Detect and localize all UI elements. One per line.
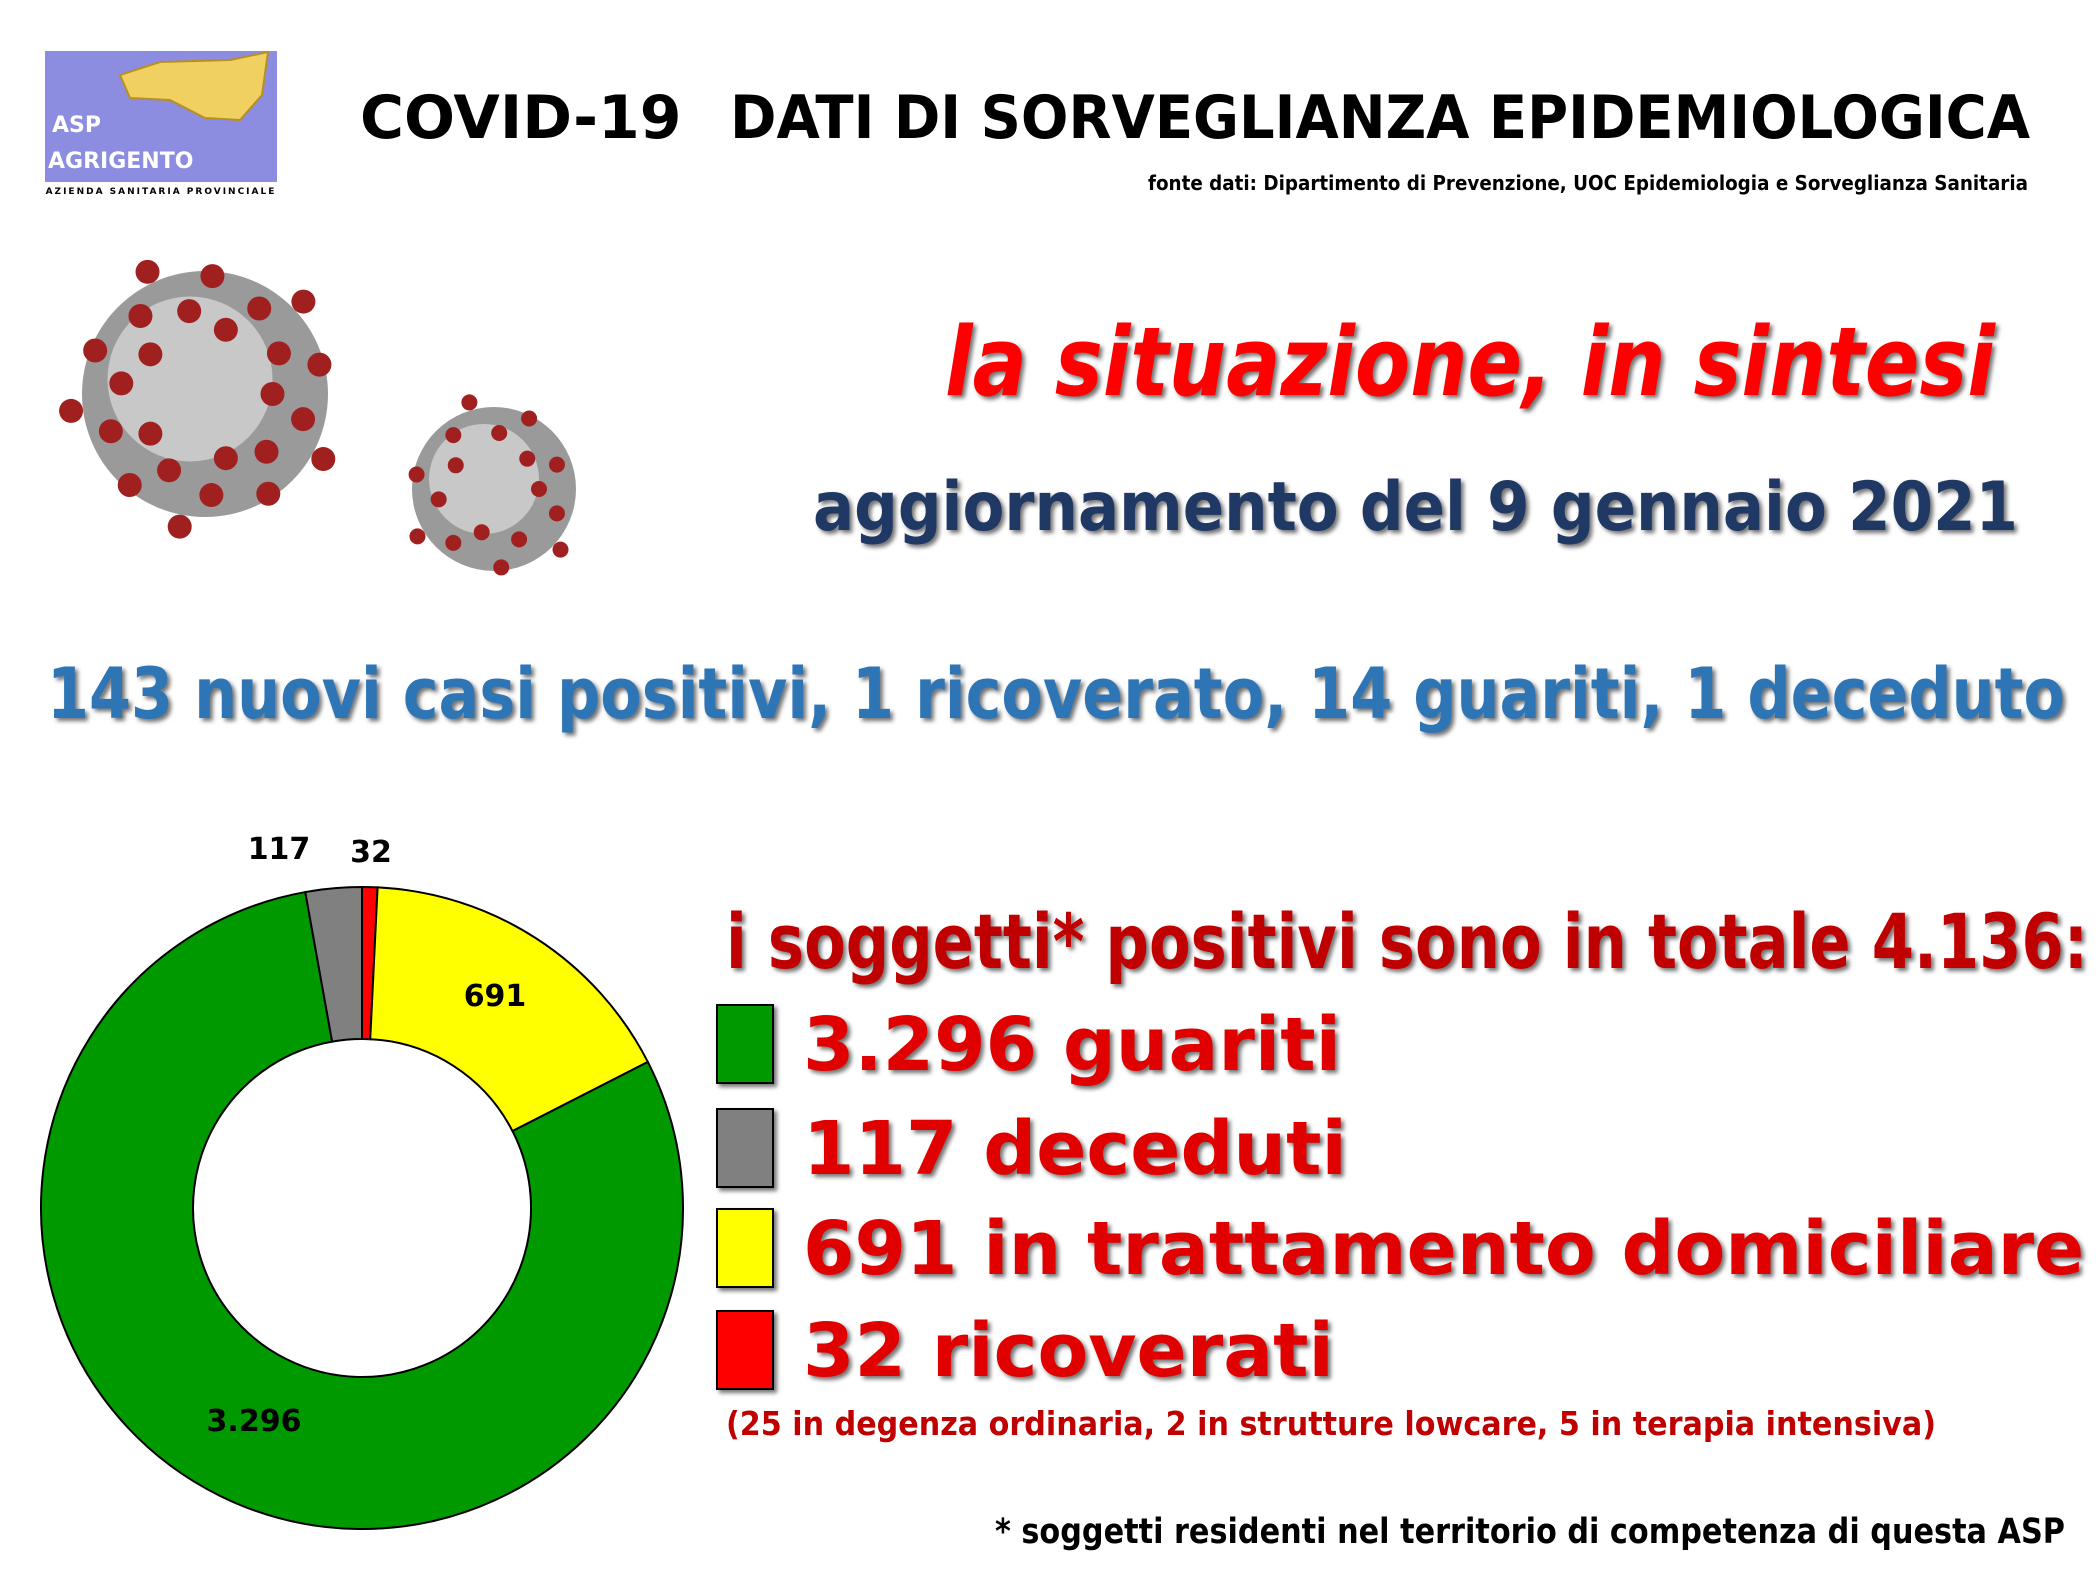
legend-swatch <box>716 1310 774 1390</box>
subtitle: la situazione, in sintesi <box>945 308 1996 418</box>
virus-spike <box>461 394 478 411</box>
virus-spike <box>291 407 316 432</box>
virus-spike <box>409 528 426 545</box>
virus-spike <box>254 439 279 464</box>
update-date: aggiornamento del 9 gennaio 2021 <box>813 468 2018 547</box>
total-text: i soggetti* positivi sono in totale 4.13… <box>726 897 2088 986</box>
virus-spike <box>117 473 142 498</box>
logo-map <box>118 50 270 122</box>
title: DATI DI SORVEGLIANZA EPIDEMIOLOGICA <box>730 83 2031 153</box>
footnote: * soggetti residenti nel territorio di c… <box>995 1512 2065 1552</box>
virus-spike <box>548 505 565 522</box>
virus-spike <box>83 338 108 363</box>
virus-spike <box>135 259 160 284</box>
legend-swatch <box>716 1004 774 1084</box>
logo-caption: AZIENDA SANITARIA PROVINCIALE <box>46 187 277 197</box>
virus-spike <box>311 447 336 472</box>
legend-label: 691 in trattamento domiciliare <box>803 1206 2084 1292</box>
virus-spike <box>445 534 462 551</box>
virus-spike <box>266 341 291 366</box>
virus-spike <box>200 264 225 289</box>
data-label: 117 <box>248 832 311 867</box>
donut-slice <box>40 890 684 1530</box>
virus-spike <box>177 299 202 324</box>
virus-spike <box>199 483 224 508</box>
headline: 143 nuovi casi positivi, 1 ricoverato, 1… <box>47 653 2065 735</box>
legend-swatch <box>716 1108 774 1188</box>
virus-spike <box>548 456 565 473</box>
virus-spike <box>445 427 462 444</box>
data-label: 32 <box>350 835 392 870</box>
source: fonte dati: Dipartimento di Prevenzione,… <box>1148 171 2028 195</box>
donut-slice <box>304 885 363 1043</box>
virus-spike <box>213 446 238 471</box>
virus-spike <box>138 421 163 446</box>
virus-spike <box>128 303 153 328</box>
virus-spike <box>521 410 538 427</box>
legend: 3.296 guariti 117 deceduti 691 in trattame… <box>716 1002 2084 1394</box>
virus-spike <box>138 342 163 367</box>
virus-spike <box>59 398 84 423</box>
virus-spike <box>552 541 569 558</box>
virus-spike <box>531 481 547 497</box>
virus-spike <box>307 352 332 377</box>
virus-spike <box>493 559 510 576</box>
virus-spike <box>213 317 238 342</box>
virus-spike <box>473 524 490 541</box>
virus-core <box>429 424 539 534</box>
note: (25 in degenza ordinaria, 2 in strutture… <box>726 1404 1936 1443</box>
virus-spike <box>167 514 192 539</box>
virus-spike <box>98 419 123 444</box>
legend-label: 117 deceduti <box>803 1106 1347 1192</box>
legend-swatch <box>716 1208 774 1288</box>
virus-spike <box>408 466 425 483</box>
virus-spike <box>247 296 272 321</box>
data-label: 691 <box>464 979 527 1014</box>
virus-illustration <box>59 259 576 576</box>
virus-spike <box>291 289 316 314</box>
data-label: 3.296 <box>207 1404 302 1439</box>
virus-spike <box>519 450 536 467</box>
logo-text: AGRIGENTO <box>48 149 193 174</box>
virus-spike <box>109 371 134 396</box>
logo-text: ASP <box>52 113 101 138</box>
logo: ASP AGRIGENTO AZIENDA SANITARIA PROVINCI… <box>45 50 277 197</box>
virus-spike <box>260 382 285 406</box>
virus-spike <box>491 424 508 441</box>
virus-spike <box>511 531 528 548</box>
virus-spike <box>447 457 464 474</box>
virus-spike <box>256 481 281 506</box>
title: COVID-19 <box>360 83 682 153</box>
legend-label: 32 ricoverati <box>803 1308 1334 1394</box>
virus-spike <box>430 491 447 508</box>
legend-label: 3.296 guariti <box>803 1002 1341 1088</box>
virus-spike <box>157 458 182 483</box>
donut-chart: 32 691 3.296 117 <box>40 832 684 1530</box>
donut-slice <box>369 886 650 1133</box>
